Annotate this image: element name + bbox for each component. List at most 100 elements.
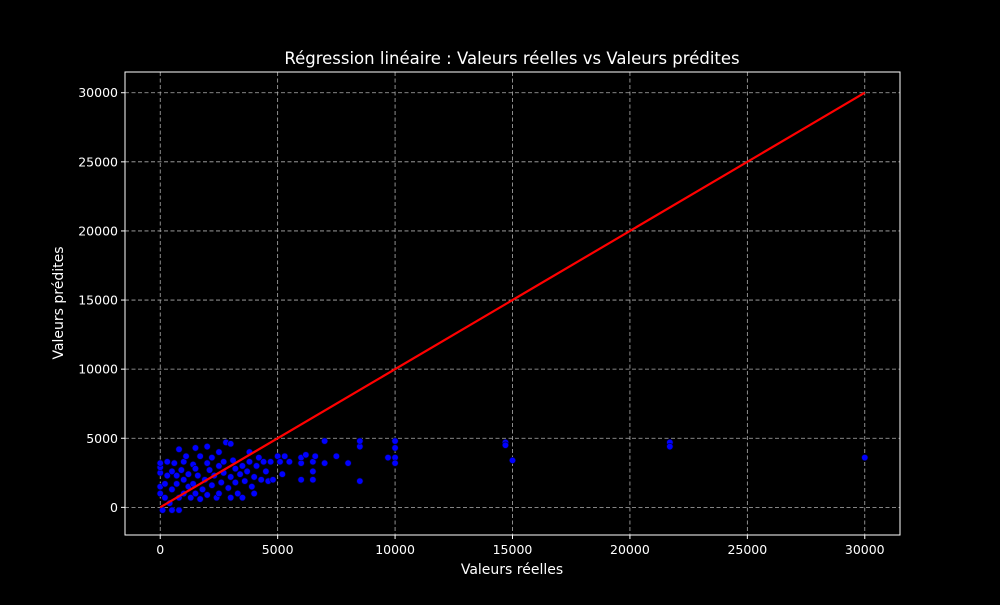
scatter-point bbox=[257, 476, 265, 484]
y-tick-label: 15000 bbox=[78, 293, 118, 308]
scatter-point bbox=[168, 506, 176, 514]
scatter-point bbox=[170, 459, 178, 467]
scatter-point bbox=[250, 473, 258, 481]
scatter-point bbox=[156, 459, 164, 467]
scatter-point bbox=[260, 458, 268, 466]
scatter-point bbox=[156, 490, 164, 498]
scatter-point bbox=[194, 472, 202, 480]
scatter-point bbox=[163, 472, 171, 480]
scatter-point bbox=[309, 476, 317, 484]
scatter-point bbox=[384, 454, 392, 462]
scatter-point bbox=[309, 467, 317, 475]
scatter-point bbox=[269, 476, 277, 484]
scatter-point bbox=[215, 462, 223, 470]
x-tick-label: 10000 bbox=[375, 542, 415, 557]
chart-title: Régression linéaire : Valeurs réelles vs… bbox=[284, 49, 739, 68]
scatter-point bbox=[180, 476, 188, 484]
y-tick-label: 10000 bbox=[78, 362, 118, 377]
scatter-point bbox=[177, 466, 185, 474]
scatter-point bbox=[203, 443, 211, 451]
scatter-point bbox=[238, 462, 246, 470]
scatter-point bbox=[248, 483, 256, 491]
scatter-point bbox=[175, 506, 183, 514]
scatter-point bbox=[203, 491, 211, 499]
scatter-point bbox=[196, 452, 204, 460]
scatter-point bbox=[191, 444, 199, 452]
scatter-point bbox=[217, 478, 225, 486]
scatter-point bbox=[159, 506, 167, 514]
reference-line-layer bbox=[159, 91, 866, 509]
scatter-point bbox=[220, 458, 228, 466]
x-axis-label: Valeurs réelles bbox=[461, 562, 563, 578]
scatter-point bbox=[175, 445, 183, 453]
scatter-point bbox=[182, 452, 190, 460]
scatter-point bbox=[391, 444, 399, 452]
scatter-point bbox=[173, 472, 181, 480]
scatter-point bbox=[391, 437, 399, 445]
scatter-point bbox=[321, 437, 329, 445]
scatter-point bbox=[231, 478, 239, 486]
scatter-point bbox=[173, 480, 181, 488]
x-tick-label: 15000 bbox=[493, 542, 533, 557]
data-points bbox=[156, 437, 869, 514]
scatter-point bbox=[191, 465, 199, 473]
scatter-point bbox=[262, 467, 270, 475]
scatter-point bbox=[861, 454, 869, 462]
y-axis-label: Valeurs prédites bbox=[51, 246, 67, 359]
scatter-point bbox=[267, 458, 275, 466]
y-tick-label: 5000 bbox=[86, 431, 118, 446]
scatter-point bbox=[227, 494, 235, 502]
scatter-point bbox=[344, 459, 352, 467]
scatter-point bbox=[391, 459, 399, 467]
x-tick-label: 25000 bbox=[727, 542, 767, 557]
scatter-point bbox=[191, 490, 199, 498]
x-tick-label: 5000 bbox=[262, 542, 294, 557]
scatter-point bbox=[241, 477, 249, 485]
scatter-point bbox=[501, 441, 509, 449]
scatter-point bbox=[215, 490, 223, 498]
y-tick-label: 0 bbox=[110, 500, 118, 515]
scatter-point bbox=[227, 440, 235, 448]
scatter-point bbox=[203, 459, 211, 467]
scatter-point bbox=[321, 459, 329, 467]
scatter-point bbox=[508, 456, 516, 464]
x-tick-label: 30000 bbox=[845, 542, 885, 557]
scatter-point bbox=[215, 448, 223, 456]
y-tick-label: 30000 bbox=[78, 85, 118, 100]
scatter-point bbox=[168, 467, 176, 475]
scatter-point bbox=[161, 494, 169, 502]
scatter-point bbox=[245, 458, 253, 466]
scatter-point bbox=[231, 465, 239, 473]
scatter-point bbox=[255, 454, 263, 462]
scatter-point bbox=[356, 437, 364, 445]
scatter-point bbox=[227, 473, 235, 481]
axis-ticks: 0 5000 10000 15000 20000 25000 30000 0 5000 10000… bbox=[78, 85, 884, 557]
scatter-point bbox=[278, 470, 286, 478]
scatter-point bbox=[297, 476, 305, 484]
scatter-point bbox=[234, 490, 242, 498]
scatter-point bbox=[196, 495, 204, 503]
reference-line bbox=[159, 91, 866, 509]
scatter-point bbox=[281, 452, 289, 460]
scatter-point bbox=[332, 452, 340, 460]
y-tick-label: 25000 bbox=[78, 154, 118, 169]
scatter-point bbox=[238, 494, 246, 502]
scatter-point bbox=[285, 458, 293, 466]
scatter-point bbox=[302, 451, 310, 459]
scatter-point bbox=[311, 452, 319, 460]
scatter-point bbox=[208, 454, 216, 462]
scatter-point bbox=[206, 466, 214, 474]
scatter-point bbox=[168, 485, 176, 493]
scatter-point bbox=[184, 470, 192, 478]
scatter-point bbox=[199, 485, 207, 493]
scatter-point bbox=[253, 462, 261, 470]
scatter-point bbox=[163, 458, 171, 466]
scatter-point bbox=[666, 443, 674, 451]
scatter-point bbox=[161, 480, 169, 488]
scatter-point bbox=[208, 481, 216, 489]
scatter-point bbox=[276, 458, 284, 466]
scatter-point bbox=[236, 470, 244, 478]
scatter-point bbox=[356, 477, 364, 485]
